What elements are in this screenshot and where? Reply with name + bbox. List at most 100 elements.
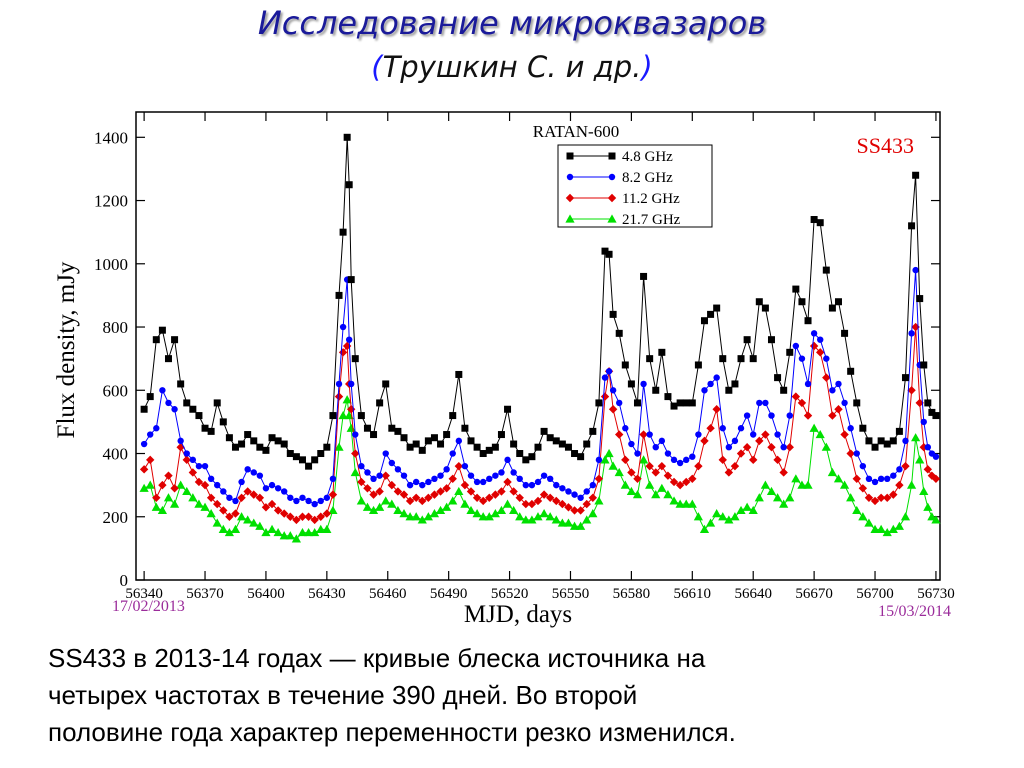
data-point [351, 449, 360, 458]
data-point [804, 317, 812, 325]
slide-caption: SS433 в 2013-14 годах — кривые блеска ис… [48, 640, 988, 751]
data-point [238, 440, 246, 448]
data-point [496, 505, 507, 515]
data-point [570, 506, 579, 515]
data-point [339, 228, 347, 236]
legend-marker [566, 173, 574, 181]
data-point [424, 493, 433, 502]
data-point [559, 485, 566, 492]
data-point [274, 485, 282, 492]
data-point [712, 508, 722, 518]
data-point [608, 405, 618, 414]
data-point [816, 348, 825, 357]
data-point [888, 524, 898, 534]
data-point [915, 398, 924, 408]
data-point [317, 450, 325, 458]
x-tick-label: 56640 [734, 586, 772, 602]
data-point [206, 493, 216, 502]
data-point [393, 487, 403, 496]
data-point [370, 431, 378, 439]
data-point [437, 472, 444, 479]
legend: 4.8 GHz 8.2 GHz 11.2 GHz 21.7 GHz [557, 144, 713, 228]
data-point [467, 472, 475, 479]
data-point [718, 512, 728, 521]
data-point [218, 524, 228, 534]
data-point [329, 475, 337, 483]
data-point [576, 506, 585, 515]
data-point [859, 462, 867, 470]
data-point [871, 443, 879, 451]
data-point [681, 499, 691, 508]
data-point [249, 518, 259, 527]
data-point [901, 461, 910, 471]
data-point [853, 450, 860, 457]
data-point [616, 399, 623, 407]
data-point [382, 450, 389, 457]
data-point [713, 374, 720, 381]
data-point [614, 467, 624, 477]
data-point [675, 480, 685, 490]
data-point [139, 483, 149, 492]
data-point [303, 527, 314, 537]
data-point [152, 336, 160, 344]
data-point [552, 437, 560, 445]
data-point [645, 461, 654, 471]
series-8-2-ghz [140, 266, 940, 508]
data-point [375, 502, 385, 511]
data-point [633, 399, 641, 407]
data-point [255, 521, 265, 530]
data-point [785, 442, 794, 452]
data-point [273, 527, 283, 537]
data-point [195, 412, 203, 420]
data-point [553, 481, 560, 489]
data-point [719, 425, 726, 432]
data-point [762, 399, 769, 407]
data-point [785, 493, 795, 502]
data-point [920, 418, 927, 426]
data-point [158, 480, 167, 490]
data-point [158, 326, 166, 334]
data-point [908, 330, 915, 337]
data-point [761, 304, 769, 312]
data-point [754, 493, 764, 502]
data-point [700, 436, 709, 446]
data-point [146, 455, 155, 465]
data-point [540, 472, 548, 479]
x-tick-label: 56490 [430, 586, 468, 602]
data-point [140, 405, 148, 413]
data-point [558, 499, 567, 509]
data-point [768, 412, 775, 419]
legend-box [557, 144, 713, 228]
data-point [743, 336, 751, 344]
data-point [846, 449, 855, 458]
data-point [381, 496, 391, 505]
data-point [461, 424, 469, 432]
data-point [232, 497, 239, 505]
data-point [425, 478, 432, 486]
data-point [292, 453, 300, 461]
data-point [472, 508, 482, 518]
data-point [576, 521, 586, 530]
data-point [170, 484, 179, 493]
data-point [491, 490, 500, 499]
data-point [220, 488, 227, 495]
data-point [249, 490, 258, 499]
data-point [595, 456, 603, 464]
light-curve-svg: 56340 56370 56400 56430 56460 56490 56520 56550… [53, 111, 955, 628]
data-point [772, 493, 783, 502]
data-point [238, 478, 245, 486]
data-point [442, 502, 452, 511]
data-point [749, 455, 758, 465]
data-point [516, 475, 523, 483]
data-point [870, 524, 880, 534]
data-point [919, 486, 929, 496]
data-point [376, 472, 383, 479]
data-point [834, 298, 842, 306]
data-point [406, 443, 414, 451]
data-point [533, 496, 543, 506]
data-point [388, 424, 396, 432]
x-tick-label: 56580 [613, 586, 651, 602]
data-point [756, 399, 763, 407]
data-point [563, 518, 574, 527]
data-point [858, 512, 868, 521]
